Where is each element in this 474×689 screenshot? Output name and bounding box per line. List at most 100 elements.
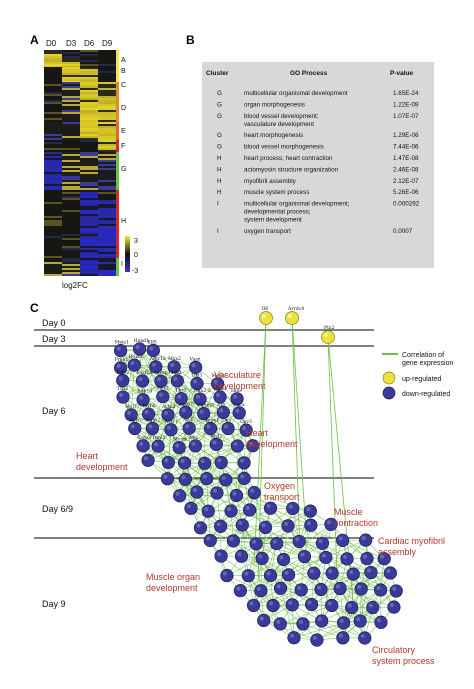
go-row-pvalue: 5.26E-06 [393, 189, 419, 196]
network-edge [343, 589, 381, 624]
svg-text:Lmo7: Lmo7 [180, 401, 193, 407]
down-regulated-gene-node: Vasn [189, 356, 203, 374]
down-regulated-gene-node [319, 550, 333, 565]
down-regulated-gene-node [304, 597, 319, 612]
down-regulated-gene-node [219, 473, 233, 487]
down-regulated-gene-node [325, 566, 339, 580]
network-edge [170, 380, 178, 430]
cluster-label-h: H [121, 218, 126, 225]
network-edge [162, 396, 196, 446]
down-regulated-gene-node [255, 551, 269, 565]
down-regulated-gene-node [303, 504, 317, 518]
go-row-cluster: H [217, 178, 222, 185]
down-regulated-gene-node: Mef2c [210, 373, 227, 391]
region-label-muscle-contraction: Muscle contraction [334, 507, 378, 528]
network-edge [200, 509, 250, 529]
network-edge [204, 445, 253, 464]
network-edge [148, 398, 201, 415]
network-edge [302, 623, 343, 639]
network-edge [122, 366, 175, 381]
network-edge [203, 413, 205, 464]
down-regulated-gene-node [360, 551, 374, 566]
go-row-process: blood vessel morphogenesis [244, 144, 324, 151]
down-regulated-gene-node [325, 598, 339, 613]
up-regulated-gene-node: Il6 [259, 306, 273, 325]
network-edge [256, 524, 311, 545]
svg-text:Hba1: Hba1 [214, 386, 227, 392]
down-regulated-gene-node [336, 533, 350, 547]
svg-text:Sepn1: Sepn1 [205, 418, 220, 424]
go-row-process: heart morphogenesis [244, 132, 303, 139]
network-edge [304, 511, 311, 557]
day-label-6-9: Day 6/9 [42, 504, 73, 514]
down-regulated-gene-node [247, 486, 261, 500]
down-regulated-gene-node [358, 631, 372, 645]
down-regulated-gene-node [297, 549, 312, 564]
down-regulated-gene-node [263, 568, 278, 583]
cluster-label-e: E [121, 128, 126, 135]
down-regulated-gene-node [254, 584, 268, 598]
down-regulated-gene-node [160, 472, 175, 486]
go-table-header-pvalue: P-value [390, 70, 414, 77]
svg-text:Tnnt2: Tnnt2 [146, 417, 160, 423]
svg-text:Hbb: Hbb [231, 388, 241, 394]
network-edge [313, 573, 344, 623]
svg-text:Tbx2: Tbx2 [117, 386, 129, 392]
legend-down-label: down-regulated [402, 391, 450, 398]
network-edge [170, 412, 224, 431]
region-label-heart-development-right: Heart development [246, 428, 298, 449]
go-row-process: system development [244, 217, 302, 224]
go-row-pvalue: 2.46E-08 [393, 166, 419, 173]
go-row-cluster: H [217, 166, 222, 173]
down-regulated-gene-node [230, 439, 245, 453]
cluster-bar-segment [116, 140, 119, 152]
colorbar-label: log2FC [62, 281, 88, 290]
down-regulated-gene-node [235, 518, 249, 532]
svg-text:Nfat: Nfat [171, 370, 181, 376]
panel-b-label: B [186, 33, 195, 47]
down-regulated-gene-node: Prok1 [114, 357, 128, 375]
down-regulated-gene-node [173, 489, 187, 503]
down-regulated-gene-node: Agtr1a [149, 356, 166, 374]
down-regulated-gene-node [307, 566, 321, 580]
legend-up-label: up-regulated [402, 376, 441, 383]
svg-text:Klf5: Klf5 [147, 339, 157, 345]
down-regulated-gene-node [203, 533, 217, 548]
network-edge [313, 572, 371, 574]
down-regulated-gene-node [177, 456, 192, 470]
colorbar-tick-min: -3 [132, 268, 138, 275]
svg-text:Hoxb6: Hoxb6 [128, 354, 143, 360]
down-regulated-gene-node [276, 552, 291, 567]
down-regulated-gene-node [354, 582, 368, 596]
down-regulated-gene-node [294, 583, 308, 597]
svg-text:Nkx2-5: Nkx2-5 [194, 388, 211, 394]
svg-text:Vasn: Vasn [189, 356, 201, 362]
down-regulated-gene-node [273, 617, 287, 631]
down-regulated-gene-node [229, 488, 244, 503]
go-row-process: multicellular organismal development [244, 90, 348, 97]
go-row-cluster: I [217, 201, 219, 208]
network-edge [179, 445, 238, 448]
down-regulated-gene-node [220, 568, 234, 583]
go-row-pvalue: 0.000292 [393, 201, 420, 208]
go-row-process: heart process; heart contraction [244, 155, 333, 162]
up-regulated-gene-node: Arrdc4 [285, 306, 304, 325]
down-regulated-gene-node: Myl7 [124, 404, 138, 422]
down-regulated-gene-node: Myh7 [128, 417, 142, 436]
network-edge [241, 525, 249, 576]
down-regulated-gene-node [234, 549, 249, 563]
down-regulated-gene-node [286, 501, 300, 516]
cluster-bar-segment [116, 190, 119, 258]
region-label-cardiac-myofibril-assembly: Cardiac myofibril assembly [378, 536, 445, 557]
svg-text:Myl2: Myl2 [210, 433, 222, 439]
down-regulated-gene-node [214, 549, 228, 563]
down-regulated-gene-node [161, 455, 175, 470]
down-regulated-gene-node [374, 615, 388, 629]
go-row-cluster: G [217, 113, 222, 120]
network-edge [256, 543, 305, 557]
svg-text:Ptx2: Ptx2 [324, 325, 335, 331]
down-regulated-gene-node [281, 568, 296, 582]
